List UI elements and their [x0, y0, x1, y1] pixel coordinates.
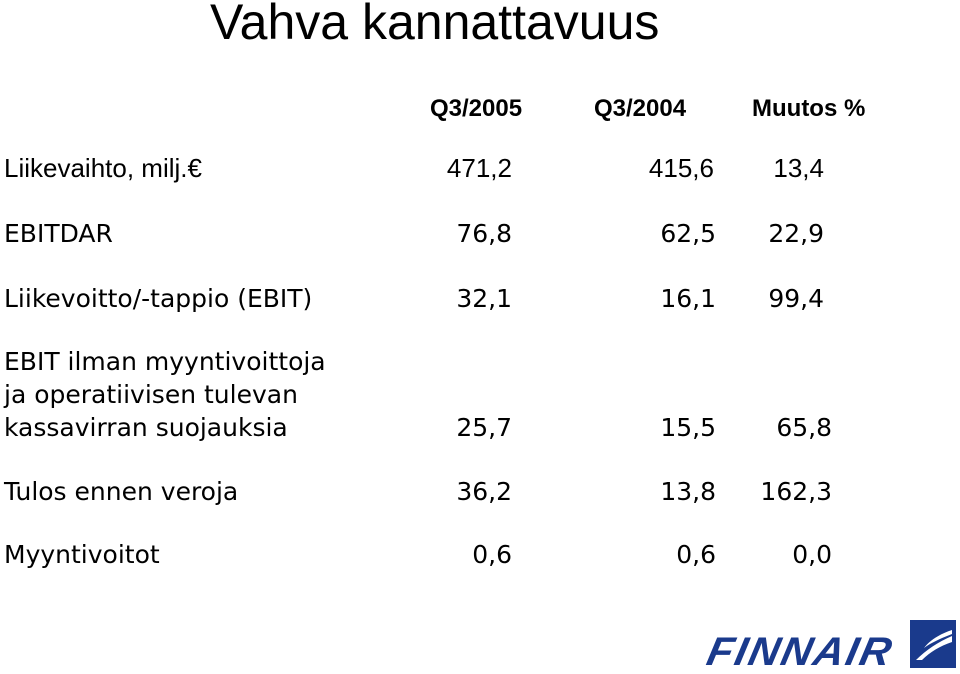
value-q3-2005: 25,7: [456, 413, 512, 442]
value-q3-2004: 62,5: [660, 219, 716, 248]
value-change: 22,9: [768, 219, 824, 248]
value-change: 99,4: [768, 284, 824, 313]
value-q3-2005: 36,2: [456, 477, 512, 506]
value-q3-2005: 76,8: [456, 219, 512, 248]
row-label: Myyntivoitot: [4, 540, 160, 569]
value-change: 13,4: [773, 153, 824, 183]
value-q3-2004: 13,8: [660, 477, 716, 506]
value-change: 0,0: [792, 540, 832, 569]
value-q3-2004: 16,1: [660, 284, 716, 313]
row-label: Liikevaihto, milj.€: [4, 153, 202, 183]
finnair-f-mark-icon: [910, 620, 956, 668]
value-change: 162,3: [760, 477, 832, 506]
row-label: EBITDAR: [4, 219, 113, 248]
value-q3-2004: 15,5: [660, 413, 716, 442]
value-q3-2005: 0,6: [472, 540, 512, 569]
value-q3-2005: 471,2: [446, 153, 512, 183]
column-header-change: Muutos %: [752, 95, 866, 122]
value-q3-2004: 415,6: [648, 153, 714, 183]
row-label: Liikevoitto/-tappio (EBIT): [4, 284, 313, 313]
finnair-logo: FINNAIR: [703, 618, 960, 674]
value-q3-2004: 0,6: [676, 540, 716, 569]
finnair-logo-text: FINNAIR: [703, 630, 898, 674]
slide-title: Vahva kannattavuus: [210, 0, 660, 50]
column-header-q3-2004: Q3/2004: [594, 95, 687, 122]
row-label-line-3: kassavirran suojauksia: [4, 413, 288, 442]
column-header-q3-2005: Q3/2005: [430, 95, 523, 122]
row-label: Tulos ennen veroja: [4, 477, 239, 506]
value-change: 65,8: [776, 413, 832, 442]
row-label-line-2: ja operatiivisen tulevan: [4, 380, 298, 409]
row-label-line-1: EBIT ilman myyntivoittoja: [4, 347, 326, 376]
value-q3-2005: 32,1: [456, 284, 512, 313]
